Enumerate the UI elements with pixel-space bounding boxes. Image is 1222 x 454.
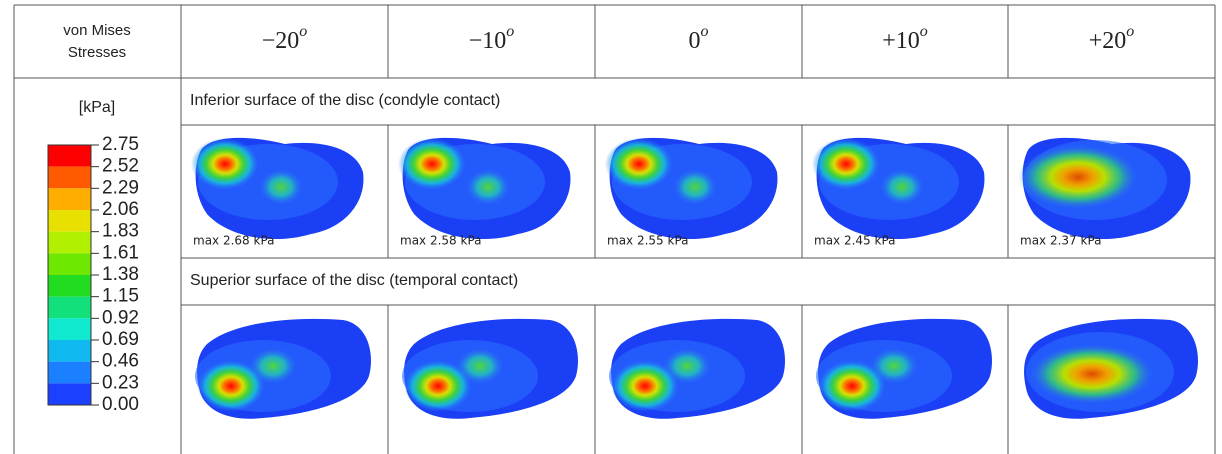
- superior-disc-image: [609, 319, 785, 419]
- legend-band: [48, 210, 91, 232]
- legend-band: [48, 232, 91, 254]
- legend-value: 2.75: [102, 134, 139, 155]
- legend-value: 1.83: [102, 221, 139, 242]
- angle-degree: o: [1126, 23, 1134, 40]
- max-stress-label: max 2.58 kPa: [400, 234, 482, 248]
- legend-band: [48, 145, 91, 167]
- angle-value: +20: [1089, 28, 1127, 54]
- angle-degree: o: [701, 23, 709, 40]
- legend-band: [48, 275, 91, 297]
- legend-value: 0.92: [102, 307, 139, 328]
- legend-band: [48, 297, 91, 319]
- superior-disc-image: [1024, 319, 1198, 419]
- legend-unit: [kPa]: [79, 99, 115, 116]
- legend-value: 0.23: [102, 372, 139, 393]
- inferior-disc-image: [605, 138, 777, 239]
- angle-value: +10: [882, 28, 920, 54]
- max-stress-label: max 2.55 kPa: [607, 234, 689, 248]
- legend-band: [48, 383, 91, 405]
- legend-value: 2.06: [102, 199, 139, 220]
- legend-value: 0.69: [102, 329, 139, 350]
- section-title: Superior surface of the disc (temporal c…: [190, 272, 518, 289]
- angle-header: −10o: [469, 23, 515, 54]
- angle-header: +10o: [882, 23, 928, 54]
- legend-value: 2.52: [102, 156, 139, 177]
- legend-band: [48, 318, 91, 340]
- angle-degree: o: [920, 23, 928, 40]
- inferior-disc-image: [1018, 138, 1190, 239]
- angle-degree: o: [299, 23, 307, 40]
- angle-value: 0: [689, 28, 701, 54]
- max-stress-label: max 2.45 kPa: [814, 234, 896, 248]
- legend-band: [48, 340, 91, 362]
- legend-band: [48, 167, 91, 189]
- legend-value: 1.38: [102, 264, 139, 285]
- inferior-disc-image: [812, 138, 984, 239]
- legend-value: 0.46: [102, 351, 139, 372]
- angle-header: +20o: [1089, 23, 1135, 54]
- max-stress-label: max 2.68 kPa: [193, 234, 275, 248]
- legend-value: 2.29: [102, 177, 139, 198]
- legend-value: 1.15: [102, 286, 139, 307]
- legend-band: [48, 188, 91, 210]
- angle-value: −10: [469, 28, 507, 54]
- corner-line-2: Stresses: [68, 44, 126, 61]
- max-stress-label: max 2.37 kPa: [1020, 234, 1102, 248]
- inferior-disc-image: [398, 138, 570, 239]
- section-title: Inferior surface of the disc (condyle co…: [190, 92, 500, 109]
- figure-table: von Mises Stresses [kPa] Inferior surfac…: [0, 0, 1222, 454]
- angle-header: 0o: [689, 23, 709, 54]
- corner-line-1: von Mises: [63, 22, 131, 39]
- superior-disc-image: [402, 319, 578, 419]
- superior-disc-image: [816, 319, 992, 419]
- legend-value: 1.61: [102, 242, 139, 263]
- legend-value: 0.00: [102, 394, 139, 415]
- angle-header: −20o: [262, 23, 308, 54]
- inferior-disc-image: [191, 138, 363, 239]
- legend-band: [48, 362, 91, 384]
- angle-value: −20: [262, 28, 300, 54]
- angle-degree: o: [506, 23, 514, 40]
- superior-disc-image: [195, 319, 371, 419]
- legend-band: [48, 253, 91, 275]
